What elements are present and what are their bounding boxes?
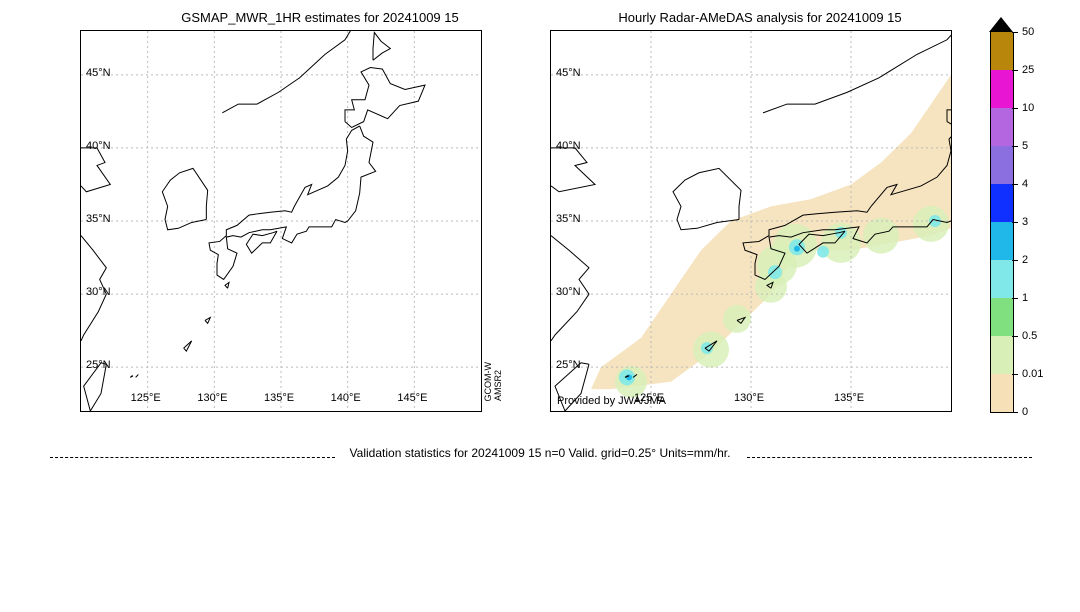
xtick-label: 140°E [331,392,361,404]
colorbar-tick [1012,412,1018,413]
xtick-label: 130°E [197,392,227,404]
xtick-label: 145°E [397,392,427,404]
ytick-label: 40°N [556,140,581,152]
colorbar-segment [990,108,1014,146]
colorbar-segment [990,184,1014,222]
ytick-label: 35°N [86,213,111,225]
colorbar-label: 2 [1022,254,1028,266]
ytick-label: 25°N [556,359,581,371]
right-panel-title: Hourly Radar-AMeDAS analysis for 2024100… [560,10,960,25]
ytick-label: 35°N [556,213,581,225]
colorbar-tick [1012,70,1018,71]
colorbar-segment [990,222,1014,260]
colorbar-segment [990,32,1014,70]
colorbar-label: 25 [1022,64,1034,76]
xtick-label: 130°E [734,392,764,404]
colorbar-tick [1012,298,1018,299]
ytick-label: 30°N [556,286,581,298]
right-map-svg [551,31,951,411]
left-panel-title: GSMAP_MWR_1HR estimates for 20241009 15 [130,10,510,25]
ytick-label: 30°N [86,286,111,298]
right-map-frame: Provided by JWA/JMA [550,30,952,412]
colorbar-label: 3 [1022,216,1028,228]
colorbar: 502510543210.50.010 [990,32,1012,412]
colorbar-label: 0 [1022,406,1028,418]
xtick-label: 135°E [264,392,294,404]
colorbar-label: 50 [1022,26,1034,38]
colorbar-segment [990,374,1014,413]
colorbar-tick [1012,108,1018,109]
colorbar-tick [1012,32,1018,33]
ytick-label: 25°N [86,359,111,371]
colorbar-tick [1012,184,1018,185]
side-label-gcomw: GCOM-W [483,362,493,402]
colorbar-segment [990,260,1014,298]
colorbar-segment [990,298,1014,336]
colorbar-segment [990,70,1014,108]
colorbar-label: 4 [1022,178,1028,190]
ytick-label: 45°N [86,67,111,79]
left-map-frame [80,30,482,412]
colorbar-label: 10 [1022,102,1034,114]
side-label-amsr2: AMSR2 [493,370,503,401]
colorbar-label: 0.01 [1022,368,1043,380]
colorbar-segment [990,336,1014,374]
colorbar-tick [1012,222,1018,223]
xtick-label: 135°E [834,392,864,404]
colorbar-label: 5 [1022,140,1028,152]
colorbar-segment [990,146,1014,184]
colorbar-tick [1012,260,1018,261]
colorbar-over-triangle [989,17,1013,32]
colorbar-tick [1012,374,1018,375]
colorbar-label: 0.5 [1022,330,1037,342]
ytick-label: 40°N [86,140,111,152]
footer-dash-right [747,457,1032,458]
xtick-label: 125°E [634,392,664,404]
colorbar-tick [1012,336,1018,337]
ytick-label: 45°N [556,67,581,79]
colorbar-tick [1012,146,1018,147]
left-map-svg [81,31,481,411]
footer-dash-left [50,457,335,458]
xtick-label: 125°E [131,392,161,404]
colorbar-label: 1 [1022,292,1028,304]
